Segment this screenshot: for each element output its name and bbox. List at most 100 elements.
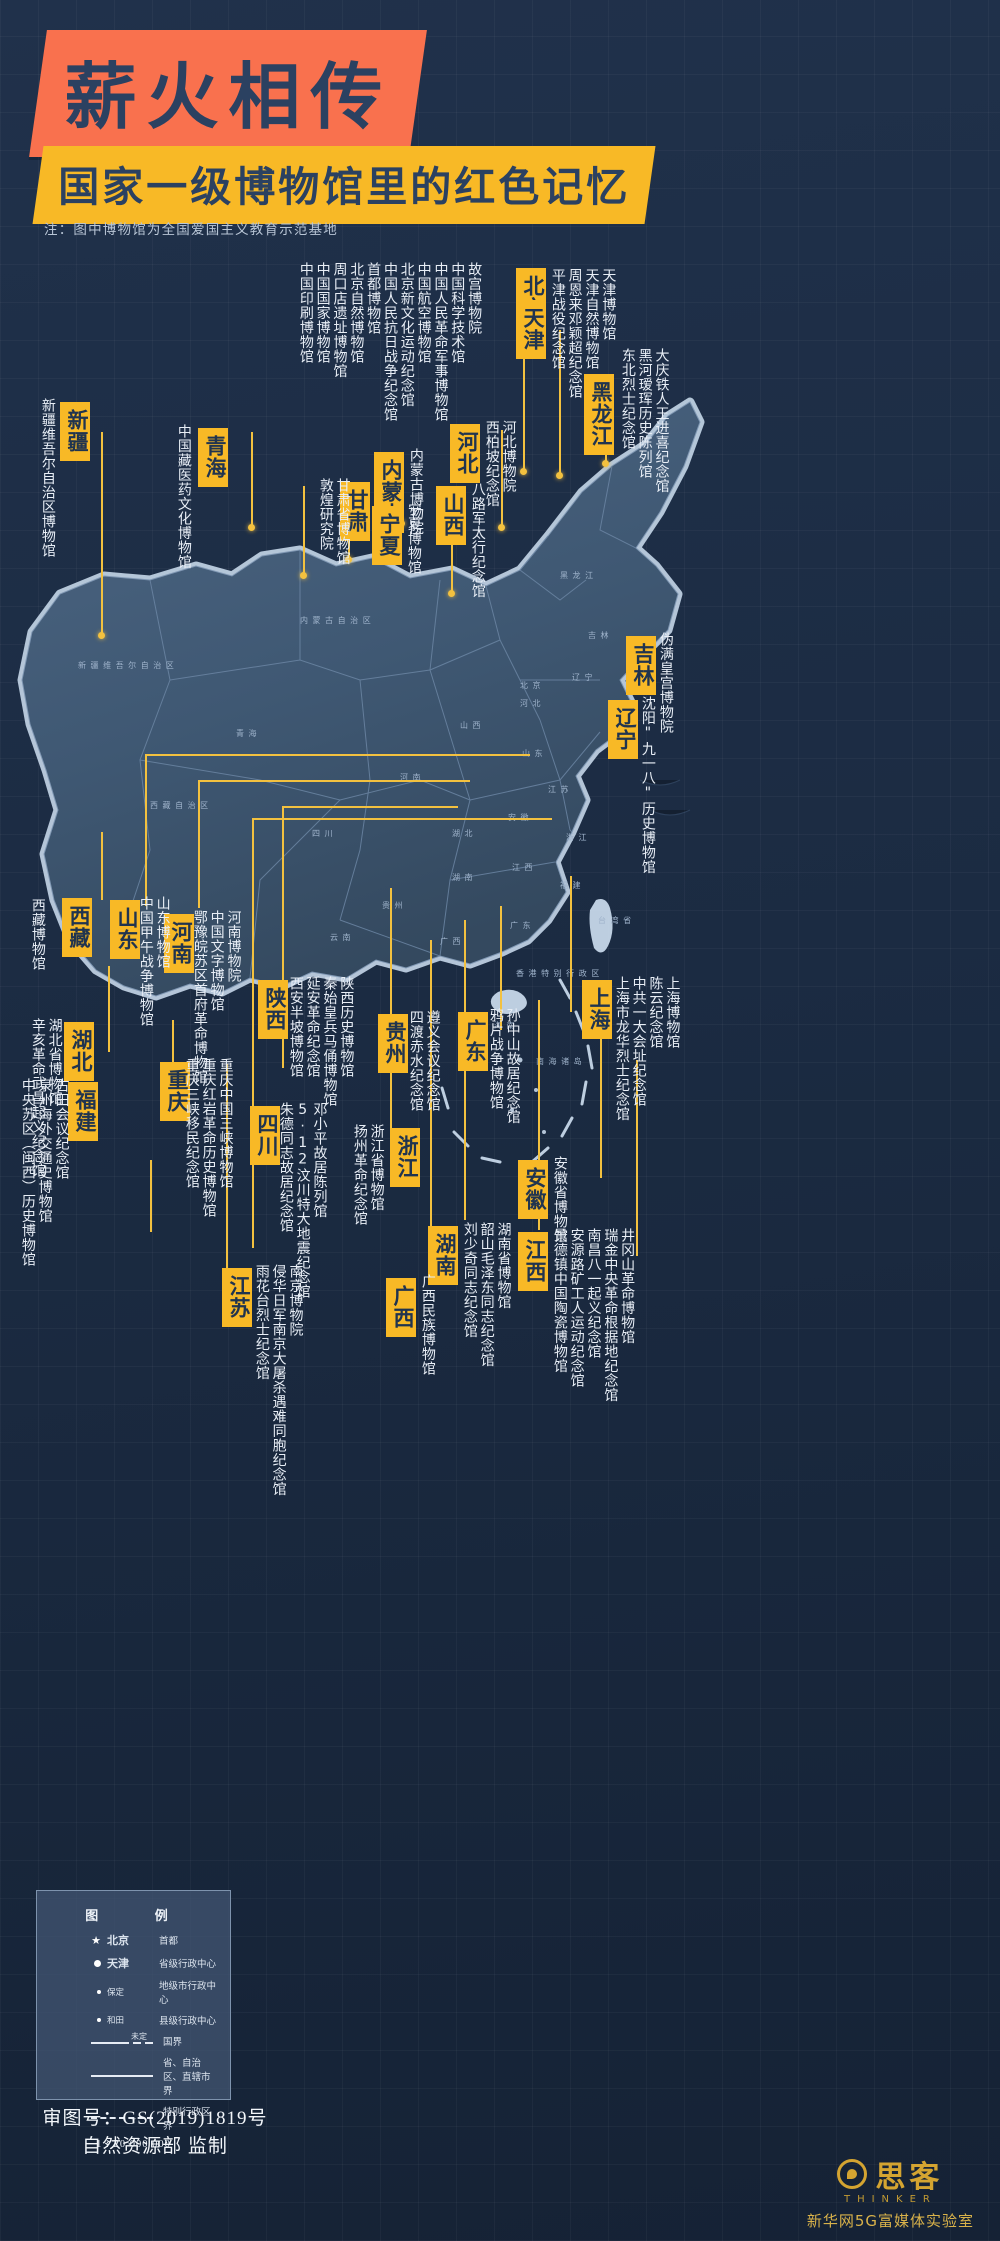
province-tag-hubei[interactable]: 湖北 [64,1022,94,1081]
leader-fujian [150,1160,152,1232]
leader-chongqing [172,1020,174,1096]
museum-item: 重庆中国三峡博物馆 [217,1058,234,1189]
leader-shaanxi-h [282,806,458,808]
legend-desc: 地级市行政中心 [159,1981,217,2006]
thinker-circle-icon [837,2159,868,2189]
province-tag-jilin[interactable]: 吉林 [626,636,656,695]
museum-item: 陈云纪念馆 [647,976,664,1049]
museum-item: 5·12汶川特大地震纪念馆 [294,1102,311,1299]
leader-henan [198,780,200,908]
museum-list-hebei: 河北博物院 西柏坡纪念馆 [484,420,517,507]
museum-item: 中国藏医药文化博物馆 [175,424,192,569]
province-tag-jiangxi[interactable]: 江西 [518,1232,548,1291]
province-tag-shandong[interactable]: 山东 [110,900,140,959]
museum-item: 中国人民革命军事博物馆 [432,262,449,422]
sea-texture [639,779,691,816]
museum-list-guizhou: 遵义会议纪念馆 四渡赤水纪念馆 [408,1010,441,1112]
province-tag-qinghai[interactable]: 青海 [198,428,228,487]
museum-item: 中央苏区（闽西）历史博物馆 [19,1078,36,1267]
marker-heilongjiang [602,460,609,467]
museum-item: 八路军太行纪念馆 [469,482,486,598]
museum-list-fujian: 古田会议纪念馆 泉州海外交通史博物馆 中央苏区（闽西）历史博物馆 [19,1078,70,1267]
museum-item: 安徽省博物馆 [551,1156,568,1243]
leader-shanghai [570,876,572,1012]
museum-item: 广西民族博物馆 [419,1274,436,1376]
province-tag-ningxia[interactable]: 宁夏 [372,506,402,565]
province-tag-henan[interactable]: 河南 [164,914,194,973]
boundary-line-icon: 未定 [49,2032,153,2046]
museum-item: 中国印刷博物馆 [297,262,314,364]
map-label-henan: 河 南 [400,773,422,782]
museum-list-qinghai: 中国藏医药文化博物馆 [175,424,192,569]
leader-sichuan [226,1064,228,1272]
museum-item: 韶山毛泽东同志纪念馆 [478,1222,495,1367]
province-tag-zhejiang[interactable]: 浙江 [390,1128,420,1187]
province-tag-shanghai[interactable]: 上海 [582,980,612,1039]
map-label-hainan: 海 南 [494,1021,516,1030]
province-tag-liaoning[interactable]: 辽宁 [608,700,638,759]
museum-item: 秦始皇兵马俑博物馆 [321,976,338,1107]
museum-item: 东北烈士纪念馆 [619,348,636,450]
museum-list-shaanxi: 陕西历史博物馆 秦始皇兵马俑博物馆 延安革命纪念馆 西安半坡博物馆 [288,976,354,1107]
province-tag-shaanxi[interactable]: 陕西 [258,980,288,1039]
leader-xinjiang [101,432,103,634]
legend-name: 和田 [107,2016,125,2026]
museum-list-shanxi: 八路军太行纪念馆 [469,482,486,598]
museum-item: 山东博物馆 [154,896,171,969]
museum-list-xizang: 西藏博物馆 [30,898,46,971]
province-tag-tianjin[interactable]: 天津 [516,300,546,359]
map-label-guangdong: 广 东 [510,921,532,930]
province-tag-chongqing[interactable]: 重庆 [160,1062,190,1121]
legend-row-county: 和田 县级行政中心 [49,2013,218,2027]
legend-row-province-border: 省、自治区、直辖市界 [49,2055,218,2097]
map-label-guizhou: 贵 州 [382,901,404,910]
province-tag-anhui[interactable]: 安徽 [518,1160,548,1219]
museum-list-jiangsu: 南京博物院 侵华日军南京大屠杀遇难同胞纪念馆 雨花台烈士纪念馆 [254,1264,304,1496]
museum-list-tianjin: 天津博物馆 天津自然博物馆 周恩来邓颖超纪念馆 平津战役纪念馆 [550,268,616,399]
map-label-hebei: 河 北 [520,699,542,708]
province-tag-xizang[interactable]: 西藏 [62,898,92,957]
leader-guangdong [500,906,502,1030]
marker-ningxia [345,556,352,563]
museum-item: 沈阳"九一八"历史博物馆 [639,696,656,874]
province-tag-hunan[interactable]: 湖南 [428,1226,458,1285]
map-label-heilongjiang: 黑 龙 江 [560,571,595,580]
province-tag-gansu[interactable]: 甘肃 [340,482,370,541]
province-tag-heilongjiang[interactable]: 黑龙江 [584,374,614,455]
map-label-qinghai: 青 海 [236,729,258,738]
leader-shandong [145,754,147,906]
museum-item: 泉州海外交通史博物馆 [36,1078,53,1223]
museum-item: 河南博物院 [225,910,242,983]
museum-list-sichuan: 邓小平故居陈列馆 5·12汶川特大地震纪念馆 朱德同志故居纪念馆 [278,1102,328,1299]
approval-number: 审图号：GS(2019)1819号 [42,2108,268,2129]
legend-name: 北京 [107,1934,129,1947]
province-tag-shanxi[interactable]: 山西 [436,486,466,545]
province-tag-jiangsu[interactable]: 江苏 [222,1268,252,1327]
circle-icon [49,1959,101,1967]
museum-item: 河北博物院 [500,420,517,493]
museum-item: 新疆维吾尔自治区博物馆 [39,398,56,558]
province-tag-sichuan[interactable]: 四川 [250,1106,280,1165]
museum-item: 古田会议纪念馆 [53,1078,70,1180]
province-tag-xinjiang[interactable]: 新疆 [60,402,90,461]
museum-list-anhui: 安徽省博物馆 [551,1156,568,1243]
province-tag-guangxi[interactable]: 广西 [386,1278,416,1337]
leader-shandong-h [145,754,530,756]
map-label-shandong: 山 东 [522,749,544,758]
map-label-hubei: 湖 北 [452,829,474,838]
province-tag-hebei[interactable]: 河北 [450,424,480,483]
province-tag-guangdong[interactable]: 广东 [458,1012,488,1071]
province-tag-guizhou[interactable]: 贵州 [378,1014,408,1073]
legend-row-province-capital: 天津 省级行政中心 [49,1955,218,1971]
museum-item: 刘少奇同志纪念馆 [461,1222,478,1338]
approval-authority: 自然资源部 监制 [82,2135,228,2157]
museum-item: 南京博物院 [287,1264,304,1337]
legend-undetermined-label: 未定 [131,2032,147,2041]
museum-list-shanghai: 上海博物馆 陈云纪念馆 中共一大会址纪念馆 上海市龙华烈士纪念馆 [614,976,680,1121]
lab-name: 新华网5G富媒体实验室 [806,2212,974,2230]
province-tag-fujian[interactable]: 福建 [68,1082,98,1141]
legend-name: 保定 [107,1988,125,1998]
museum-item: 敦煌研究院 [317,478,334,551]
star-icon: ★ [91,1933,101,1947]
museum-item: 重庆三峡移民纪念馆 [183,1058,200,1189]
